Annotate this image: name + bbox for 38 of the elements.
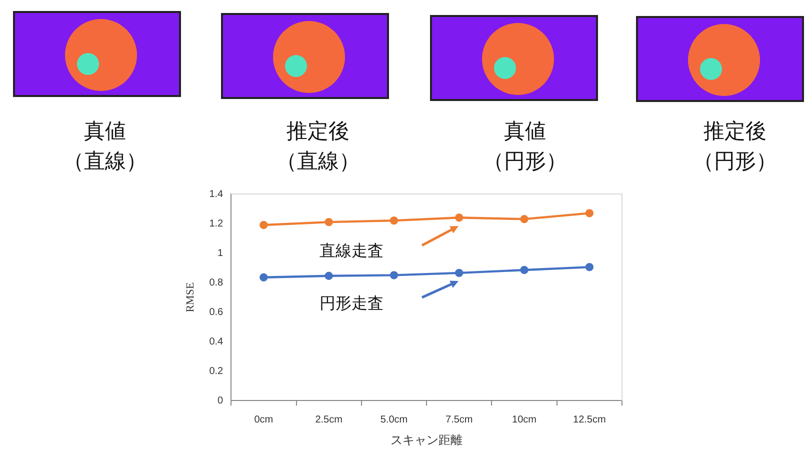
- y-tick-label: 0.8: [209, 277, 224, 288]
- point: [585, 262, 594, 272]
- point: [455, 214, 464, 222]
- y-tick-label: 0.2: [209, 366, 224, 377]
- y-tick-label: 0: [218, 395, 224, 406]
- y-tick-label: 1.4: [209, 188, 224, 200]
- text: 推定後: [286, 118, 350, 145]
- text: （円形）: [692, 148, 778, 175]
- point: [585, 209, 594, 218]
- x-tick-label: 5.0cm: [380, 414, 408, 426]
- text: 真値: [83, 118, 127, 145]
- x-tick-label: 0cm: [254, 414, 274, 426]
- point: [324, 218, 333, 226]
- point: [390, 216, 398, 225]
- point: [520, 266, 528, 274]
- text: 推定後: [702, 118, 768, 145]
- text: （直線）: [62, 148, 148, 175]
- text: （直線）: [275, 148, 361, 175]
- point: [260, 273, 268, 282]
- y-tick-label: 1.2: [209, 218, 224, 230]
- x-tick-label: 10cm: [512, 414, 536, 426]
- x-axis-title: スキャン距離: [390, 433, 463, 448]
- point: [390, 271, 398, 280]
- y-tick-label: 0.6: [209, 306, 224, 318]
- text: 真値: [503, 118, 547, 145]
- point: [260, 220, 268, 230]
- point: [324, 272, 333, 280]
- x-tick-label: 12.5cm: [573, 414, 606, 426]
- x-tick-label: 2.5cm: [315, 414, 342, 426]
- y-tick-label: 1: [218, 248, 224, 259]
- series-label: 直線走査: [319, 241, 384, 260]
- x-tick-label: 7.5cm: [446, 414, 473, 426]
- text: （円形）: [482, 148, 568, 175]
- y-tick-label: 0.4: [209, 336, 224, 348]
- point: [520, 214, 528, 224]
- y-axis-title: RMSE: [184, 282, 196, 312]
- point: [455, 268, 464, 278]
- series-label: 円形走査: [319, 294, 384, 313]
